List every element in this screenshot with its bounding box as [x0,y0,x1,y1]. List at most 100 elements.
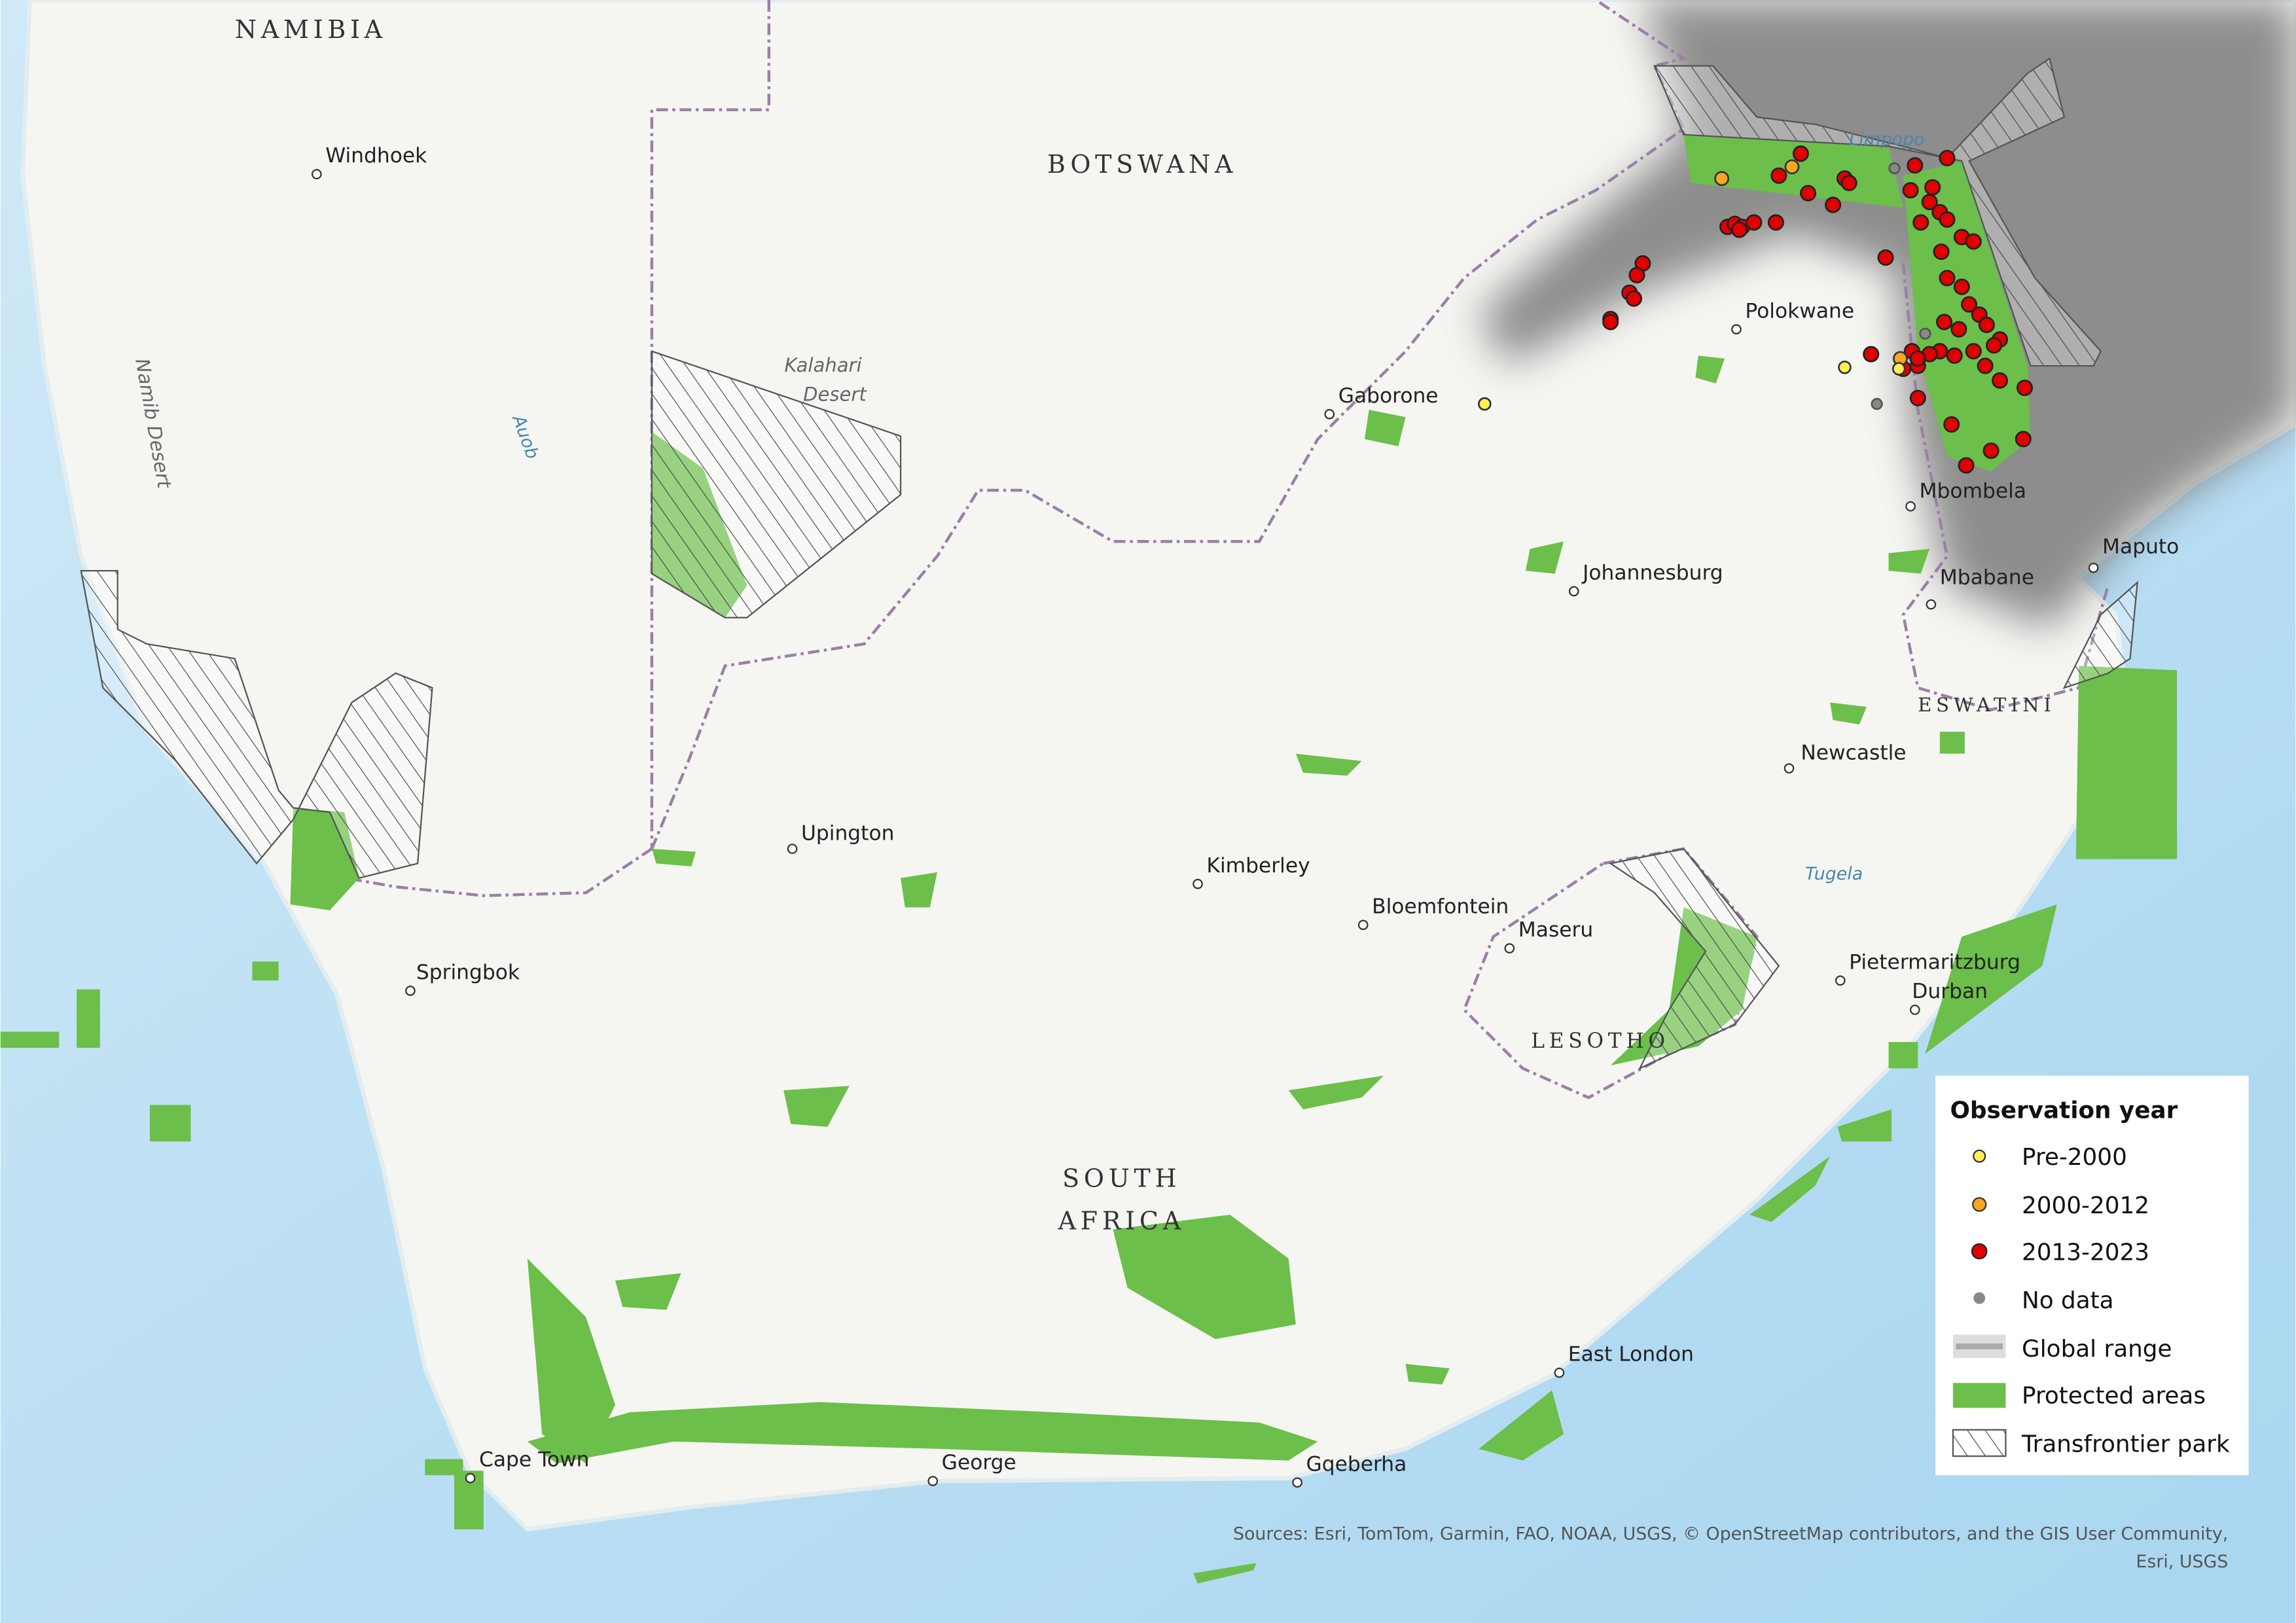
city-label: East London [1568,1343,1694,1366]
observation [2016,380,2034,397]
city-dot [1554,1367,1565,1378]
feature-label: Kalahari [785,354,862,376]
river-label: Tugela [1805,864,1863,884]
observation [1965,233,1982,250]
observation [1770,167,1787,184]
city-dot [311,169,322,179]
observation [1871,398,1883,410]
observation [1961,296,1978,313]
observation [1800,185,1817,202]
observation [1907,157,1924,174]
observation [1892,362,1906,376]
city-label: Pietermaritzburg [1849,950,2020,974]
legend-symbol [1952,1383,2006,1408]
observation [1909,389,1926,406]
observation [1840,175,1857,192]
legend-label: No data [2022,1287,2114,1314]
city-label: Newcastle [1801,741,1906,765]
observation [1628,266,1645,283]
city-dot [1835,975,1846,986]
observation [1877,249,1894,266]
legend: Observation year Pre-2000 2000-2012 2013… [1935,1075,2249,1476]
country-label: BOTSWANA [1047,150,1237,179]
legend-label: 2000-2012 [2022,1192,2149,1219]
observation [1978,316,1995,333]
city-label: Maputo [2102,535,2179,558]
legend-symbol [1973,1292,1986,1304]
observation [1784,159,1800,175]
observation [1625,290,1642,307]
city-label: Gqeberha [1306,1452,1407,1476]
city-dot [1926,599,1937,610]
observation [1909,350,1926,367]
observation [1825,196,1842,213]
city-label: George [942,1451,1016,1474]
sources: Sources: Esri, TomTom, Garmin, FAO, NOAA… [1233,1524,2228,1544]
legend-title: Observation year [1950,1097,2178,1124]
country-label: SOUTH [1062,1164,1181,1193]
legend-label: Pre-2000 [2022,1144,2127,1171]
observation [1478,397,1492,411]
city-dot [465,1472,476,1484]
city-dot [1504,943,1515,954]
observation [1746,214,1763,231]
city-label: Springbok [416,961,520,984]
observation [1602,313,1619,330]
country-label: AFRICA [1058,1206,1185,1235]
city-dot [1905,501,1916,512]
city-label: Cape Town [479,1448,589,1472]
legend-label: Global range [2022,1336,2172,1363]
city-label: Maseru [1518,918,1593,942]
observation [1965,343,1982,360]
observation [1792,145,1809,162]
observation [1767,214,1784,231]
city-label: Kimberley [1206,854,1310,878]
city-dot [1193,878,1203,889]
legend-symbol [1972,1197,1987,1212]
city-dot [2088,562,2099,573]
city-label: Durban [1912,980,1988,1003]
city-dot [1568,586,1579,597]
observation [1933,243,1950,260]
observation [1939,211,1956,228]
city-dot [787,844,798,854]
observation [1946,347,1963,364]
legend-label: Protected areas [2022,1383,2206,1410]
legend-label: 2013-2023 [2022,1239,2149,1266]
observation [1714,171,1730,187]
feature-label: Desert [803,383,867,406]
observation [1919,327,1931,340]
city-label: Bloemfontein [1372,895,1509,918]
observation [1939,270,1956,287]
observation [1986,337,2003,354]
legend-label: Transfrontier park [2021,1431,2230,1457]
observation [1902,182,1919,199]
observation [1953,278,1970,295]
observation [1977,357,1994,374]
global-range [1479,0,2296,630]
labels: NAMIBIA BOTSWANA SOUTH AFRICA LESOTHO ES… [131,15,2051,1235]
city-dot [1324,409,1335,419]
country-label: LESOTHO [1531,1029,1670,1053]
observation [1863,346,1880,363]
legend-symbol [1973,1149,1986,1163]
city-dot [1731,324,1742,334]
legend-symbol [1952,1429,2007,1457]
city-label: Mbabane [1940,565,2034,589]
observation [1912,214,1929,231]
city-dot [1909,1005,1920,1015]
observation [1838,361,1852,374]
observation [1950,321,1967,338]
city-label: Upington [801,822,894,846]
river-label: Limpopo [1849,129,1924,149]
city-label: Polokwane [1745,299,1854,323]
city-dot [1292,1477,1302,1488]
observation [2015,431,2032,448]
observations [1478,145,2034,474]
observation [1731,221,1748,238]
observation [1924,179,1941,196]
cities: Windhoek Gaborone Polokwane Johannesburg Mbo… [311,144,2179,1488]
legend-symbol [1971,1243,1988,1260]
observation [1939,149,1956,167]
observation [1921,194,1938,211]
